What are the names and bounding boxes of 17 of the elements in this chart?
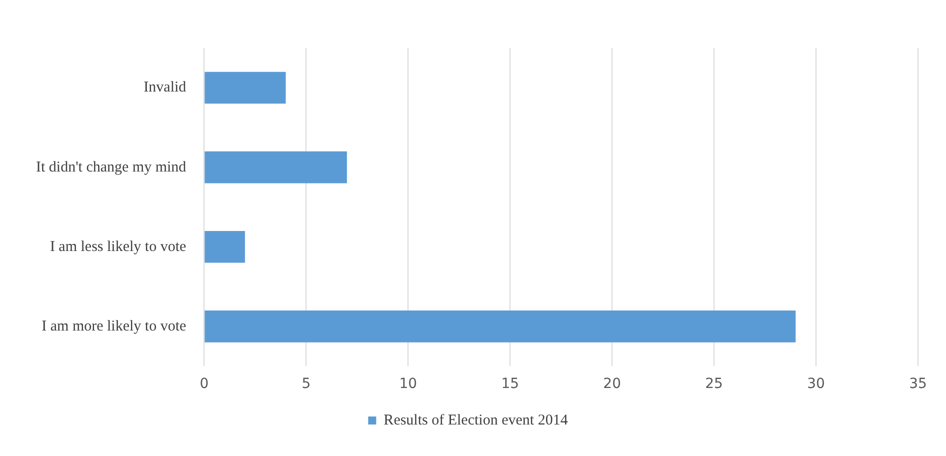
bar <box>204 310 796 342</box>
bar <box>204 151 347 184</box>
x-tick-label: 20 <box>603 376 621 392</box>
x-tick-label: 35 <box>909 376 927 392</box>
y-tick-label: Invalid <box>144 80 187 96</box>
y-tick-label: I am more likely to vote <box>42 318 187 334</box>
legend-label: Results of Election event 2014 <box>384 412 568 428</box>
x-tick-label: 25 <box>705 376 723 392</box>
x-tick-label: 5 <box>302 376 311 392</box>
x-tick-label: 30 <box>807 376 825 392</box>
y-tick-label: It didn't change my mind <box>36 159 187 176</box>
x-tick-label: 10 <box>399 376 418 392</box>
bar <box>204 230 245 263</box>
y-tick-label: I am less likely to vote <box>50 238 187 255</box>
x-tick-label: 15 <box>501 376 520 392</box>
bar <box>204 72 286 104</box>
x-tick-label: 0 <box>200 376 209 392</box>
